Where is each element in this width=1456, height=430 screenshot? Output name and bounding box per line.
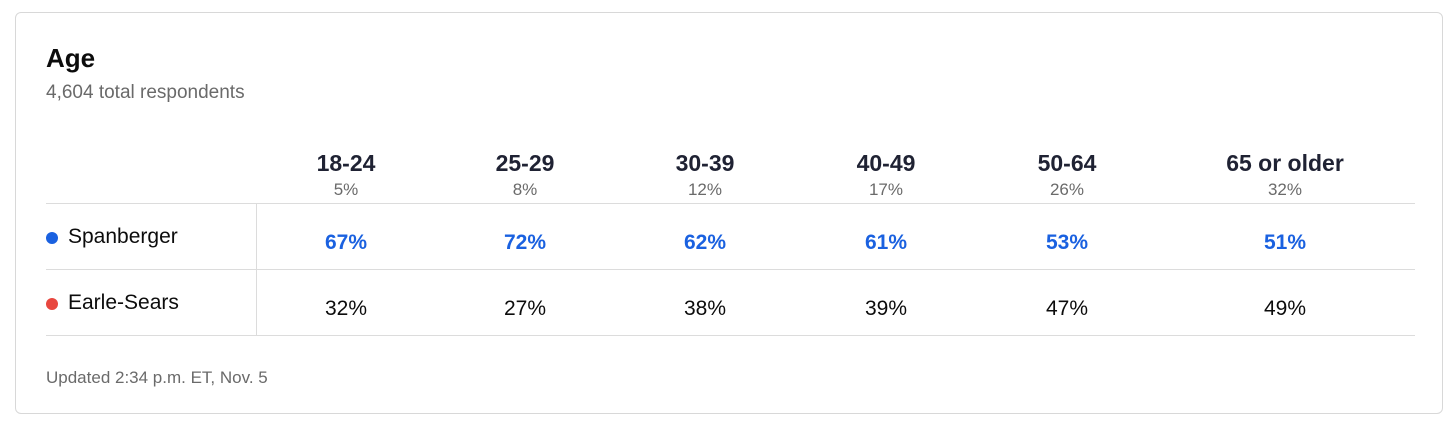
value-cell: 62% bbox=[684, 204, 726, 269]
value-cell: 51% bbox=[1264, 204, 1306, 269]
value-cell: 61% bbox=[865, 204, 907, 269]
candidate-label: Spanberger bbox=[46, 204, 257, 269]
candidate-values: 67% 72% 62% 61% 53% 51% bbox=[257, 204, 1415, 269]
age-group-label: 40-49 bbox=[856, 150, 916, 176]
header-cells: 18-24 5% 25-29 8% 30-39 12% 40-49 17% 50-64 26% 65… bbox=[257, 143, 1415, 203]
age-column-header: 40-49 17% bbox=[857, 143, 916, 203]
vote-share-value: 49% bbox=[1263, 297, 1307, 320]
age-column-header: 18-24 5% bbox=[317, 143, 376, 203]
candidate-values: 32% 27% 38% 39% 47% 49% bbox=[257, 270, 1415, 335]
age-group-share: 12% bbox=[687, 180, 723, 199]
age-group-label: 65 or older bbox=[1226, 150, 1344, 176]
value-cell: 32% bbox=[325, 270, 367, 335]
vote-share-value: 39% bbox=[864, 297, 908, 320]
vote-share-value: 72% bbox=[503, 231, 547, 254]
age-group-share: 8% bbox=[512, 180, 538, 199]
exit-poll-card: Age 4,604 total respondents 18-24 5% 25-29… bbox=[15, 12, 1443, 414]
age-group-label: 18-24 bbox=[316, 150, 376, 176]
value-cell: 49% bbox=[1264, 270, 1306, 335]
candidate-color-dot bbox=[46, 232, 58, 244]
candidate-row-spanberger: Spanberger 67% 72% 62% 61% 53% 51% bbox=[46, 204, 1415, 270]
vote-share-value: 62% bbox=[683, 231, 727, 254]
age-group-label: 50-64 bbox=[1037, 150, 1097, 176]
value-cell: 38% bbox=[684, 270, 726, 335]
candidate-name: Spanberger bbox=[68, 225, 178, 248]
candidate-name: Earle-Sears bbox=[68, 291, 179, 314]
vote-share-value: 51% bbox=[1263, 231, 1307, 254]
vote-share-value: 27% bbox=[503, 297, 547, 320]
vote-share-value: 38% bbox=[683, 297, 727, 320]
age-group-share: 26% bbox=[1049, 180, 1085, 199]
candidate-label: Earle-Sears bbox=[46, 270, 257, 335]
results-table: 18-24 5% 25-29 8% 30-39 12% 40-49 17% 50-64 26% 65… bbox=[46, 143, 1415, 336]
age-column-header: 50-64 26% bbox=[1038, 143, 1097, 203]
age-group-share: 32% bbox=[1267, 180, 1303, 199]
vote-share-value: 47% bbox=[1045, 297, 1089, 320]
age-group-share: 5% bbox=[333, 180, 359, 199]
header-label-cell bbox=[46, 143, 256, 203]
value-cell: 47% bbox=[1046, 270, 1088, 335]
value-cell: 27% bbox=[504, 270, 546, 335]
value-cell: 53% bbox=[1046, 204, 1088, 269]
value-cell: 39% bbox=[865, 270, 907, 335]
updated-timestamp: Updated 2:34 p.m. ET, Nov. 5 bbox=[46, 368, 268, 387]
vote-share-value: 32% bbox=[324, 297, 368, 320]
candidate-row-earle-sears: Earle-Sears 32% 27% 38% 39% 47% 49% bbox=[46, 270, 1415, 336]
candidate-color-dot bbox=[46, 298, 58, 310]
vote-share-value: 67% bbox=[324, 231, 368, 254]
age-column-header: 25-29 8% bbox=[496, 143, 555, 203]
age-column-header: 30-39 12% bbox=[676, 143, 735, 203]
header-row: 18-24 5% 25-29 8% 30-39 12% 40-49 17% 50-64 26% 65… bbox=[46, 143, 1415, 204]
value-cell: 67% bbox=[325, 204, 367, 269]
vote-share-value: 53% bbox=[1045, 231, 1089, 254]
respondent-count: 4,604 total respondents bbox=[46, 82, 245, 103]
vote-share-value: 61% bbox=[864, 231, 908, 254]
chart-title: Age bbox=[46, 43, 96, 73]
age-group-label: 30-39 bbox=[675, 150, 735, 176]
age-column-header: 65 or older 32% bbox=[1226, 143, 1344, 203]
age-group-label: 25-29 bbox=[495, 150, 555, 176]
age-group-share: 17% bbox=[868, 180, 904, 199]
value-cell: 72% bbox=[504, 204, 546, 269]
